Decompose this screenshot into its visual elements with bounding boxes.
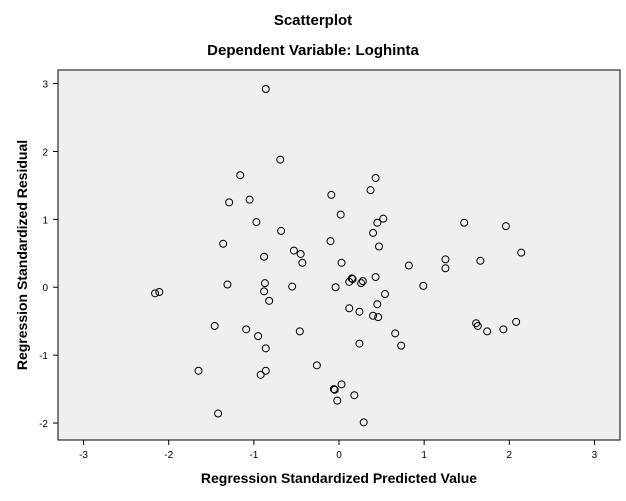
- data-point: [419, 281, 428, 290]
- data-point: [260, 287, 269, 296]
- data-point: [260, 252, 269, 261]
- data-point: [151, 289, 160, 298]
- y-tick-label: 2: [42, 147, 48, 158]
- data-point: [483, 327, 492, 336]
- data-point: [225, 198, 234, 207]
- data-point: [245, 195, 254, 204]
- data-point: [336, 210, 345, 219]
- data-point: [375, 242, 384, 251]
- data-point: [355, 339, 364, 348]
- data-point: [242, 325, 251, 334]
- chart-title: Scatterplot: [273, 12, 353, 29]
- data-point: [326, 237, 335, 246]
- data-point: [371, 173, 380, 182]
- data-point: [357, 279, 366, 288]
- data-point: [373, 300, 382, 309]
- y-axis-title: Regression Standardized Residual: [14, 140, 30, 370]
- y-tick-label: 1: [42, 215, 48, 226]
- data-point: [265, 296, 274, 305]
- data-point: [441, 264, 450, 273]
- y-axis-ticks: -2 -1 0 1 2 3: [39, 80, 58, 430]
- x-axis-title: Regression Standardized Predicted Value: [201, 470, 477, 486]
- data-point: [369, 228, 378, 237]
- data-point: [312, 361, 321, 370]
- data-point: [261, 344, 270, 353]
- data-point: [288, 282, 297, 291]
- data-point: [359, 418, 368, 427]
- y-tick-label: 3: [42, 80, 48, 91]
- data-point: [223, 280, 232, 289]
- data-point: [256, 370, 265, 379]
- data-point: [289, 246, 298, 255]
- data-point: [374, 313, 383, 322]
- y-tick-label: 0: [42, 283, 48, 294]
- data-point: [345, 304, 354, 313]
- data-point: [260, 279, 269, 288]
- data-point: [296, 249, 305, 258]
- data-point: [345, 277, 354, 286]
- data-point: [337, 258, 346, 267]
- x-tick-label: 3: [592, 450, 598, 461]
- data-point: [391, 329, 400, 338]
- x-tick-label: -2: [164, 450, 173, 461]
- data-point: [373, 218, 382, 227]
- y-tick-label: -2: [39, 419, 48, 430]
- data-point: [369, 311, 378, 320]
- data-point: [194, 366, 203, 375]
- data-point: [254, 332, 263, 341]
- data-point: [331, 283, 340, 292]
- x-tick-label: 0: [336, 450, 342, 461]
- data-point: [473, 321, 482, 330]
- x-tick-label: 1: [421, 450, 427, 461]
- data-point: [236, 171, 245, 180]
- data-point: [337, 380, 346, 389]
- chart-subtitle: Dependent Variable: Loghinta: [207, 42, 419, 59]
- data-point: [441, 255, 450, 264]
- x-tick-label: 2: [507, 450, 513, 461]
- data-point: [366, 186, 375, 195]
- data-points: [151, 85, 526, 427]
- data-point: [219, 239, 228, 248]
- data-point: [276, 155, 285, 164]
- data-point: [277, 226, 286, 235]
- data-point: [371, 273, 380, 282]
- data-point: [397, 341, 406, 350]
- data-point: [358, 277, 367, 286]
- data-point: [261, 85, 270, 94]
- data-point: [295, 327, 304, 336]
- data-point: [512, 317, 521, 326]
- data-point: [210, 321, 219, 330]
- plot-area: [57, 69, 621, 441]
- y-tick-label: -1: [39, 351, 48, 362]
- data-point: [350, 391, 359, 400]
- data-point: [252, 218, 261, 227]
- data-point: [261, 366, 270, 375]
- data-point: [333, 396, 342, 405]
- data-point: [517, 248, 526, 257]
- x-tick-label: -3: [79, 450, 88, 461]
- data-point: [214, 409, 223, 418]
- data-point: [327, 190, 336, 199]
- data-point: [379, 214, 388, 223]
- data-point: [404, 261, 413, 270]
- data-point: [476, 256, 485, 265]
- data-point: [155, 288, 164, 296]
- data-point: [298, 258, 307, 267]
- x-axis-ticks: -3 -2 -1 0 1 2 3: [79, 440, 598, 461]
- data-point: [329, 385, 338, 394]
- data-point: [330, 385, 339, 394]
- data-point: [355, 307, 364, 316]
- data-point: [501, 222, 510, 231]
- x-tick-label: -1: [249, 450, 258, 461]
- data-point: [499, 325, 508, 334]
- data-point: [380, 290, 389, 299]
- data-point: [460, 218, 469, 227]
